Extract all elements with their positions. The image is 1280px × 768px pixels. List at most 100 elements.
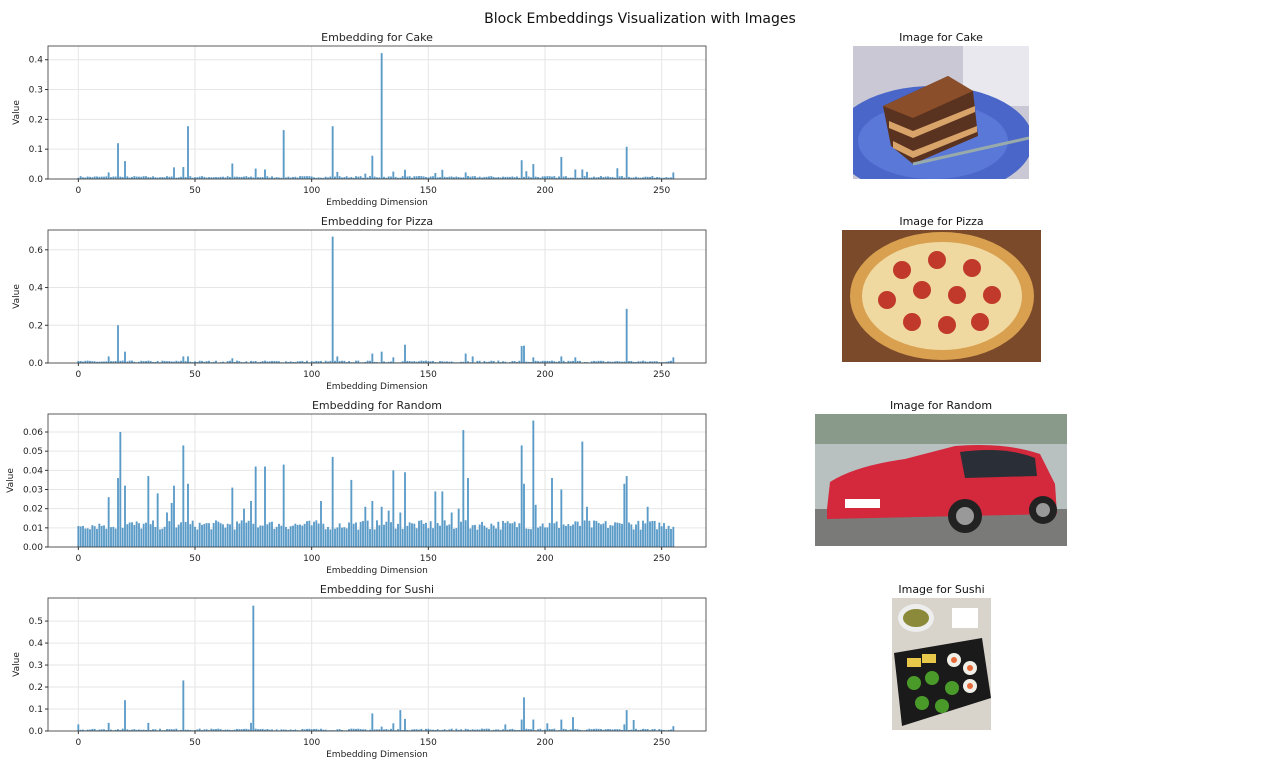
x-tick-label: 200 [536, 738, 553, 748]
bar [203, 176, 206, 179]
bar [112, 361, 115, 363]
bar [212, 522, 215, 547]
bar [483, 360, 486, 363]
bar [644, 523, 647, 547]
bar [306, 728, 308, 731]
bar [443, 520, 446, 547]
bar [558, 176, 560, 179]
bar [385, 362, 388, 363]
bar [474, 524, 476, 547]
bar [450, 361, 453, 363]
bar [159, 177, 161, 179]
bar [306, 360, 308, 363]
bar [667, 525, 670, 547]
bar [285, 729, 287, 731]
bar [525, 728, 528, 731]
bar [642, 177, 644, 179]
bar [520, 346, 523, 363]
bar [191, 520, 194, 547]
chart-title: Embedding for Cake [321, 31, 433, 44]
bar [114, 729, 117, 731]
bar [595, 520, 598, 547]
bar [644, 729, 647, 731]
bar [532, 719, 535, 731]
bar [91, 728, 94, 731]
bar [287, 176, 290, 179]
bar [572, 360, 574, 363]
bar [229, 524, 231, 547]
bar [497, 729, 500, 731]
bar [369, 360, 371, 363]
bar [425, 360, 427, 363]
bar [583, 361, 586, 363]
bar [301, 728, 304, 731]
bar [625, 146, 628, 179]
bar [313, 729, 315, 731]
bar [621, 176, 623, 179]
bar [110, 361, 112, 363]
bar [343, 360, 346, 363]
bar [649, 730, 651, 731]
bar [469, 729, 472, 731]
bar [434, 729, 437, 731]
bar [222, 524, 224, 547]
bar [597, 522, 600, 547]
bar [264, 360, 266, 363]
bar [161, 360, 164, 363]
bar [317, 729, 320, 731]
bar [422, 523, 425, 547]
bar [609, 361, 612, 363]
bar [383, 176, 385, 179]
bar [600, 524, 602, 547]
bar [119, 432, 122, 547]
bar [359, 176, 362, 179]
x-tick-label: 100 [303, 554, 320, 564]
axes-frame [47, 229, 707, 364]
bar [464, 728, 467, 731]
bar [602, 360, 605, 363]
bar [579, 525, 581, 547]
bar [665, 361, 668, 363]
bar [294, 523, 297, 547]
bar [441, 729, 444, 731]
chart-1: Embedding for Pizza 0 50 100 150 200 250 0.0 0.2… [12, 215, 707, 392]
bar [91, 361, 94, 363]
bar [406, 360, 409, 363]
bar [453, 177, 455, 179]
bar [604, 521, 607, 547]
bar [625, 710, 628, 731]
bar [539, 177, 542, 179]
bar [516, 176, 518, 179]
bar [233, 529, 236, 547]
bar [446, 177, 448, 179]
bar [609, 729, 612, 731]
x-tick-label: 150 [420, 554, 437, 564]
bar [562, 360, 565, 363]
bar [327, 361, 329, 363]
y-tick-label: 0.01 [23, 524, 43, 534]
bar [420, 176, 423, 179]
bar [152, 362, 154, 363]
bar [623, 361, 626, 363]
bar [245, 361, 248, 363]
bar [548, 360, 551, 363]
bar [488, 361, 490, 363]
bar [215, 520, 217, 547]
bar [98, 361, 101, 363]
bar [217, 728, 220, 731]
bar [257, 527, 259, 547]
bar [168, 521, 171, 547]
bar [310, 729, 313, 731]
bar [320, 360, 322, 363]
bar [126, 361, 129, 363]
bar [166, 361, 168, 363]
bar [194, 526, 196, 547]
bar [254, 168, 257, 179]
bar [315, 728, 318, 731]
bar [203, 523, 206, 547]
bar [163, 730, 166, 731]
bar [490, 360, 493, 363]
bar [348, 361, 350, 363]
bar [315, 360, 318, 363]
bar [173, 361, 175, 363]
